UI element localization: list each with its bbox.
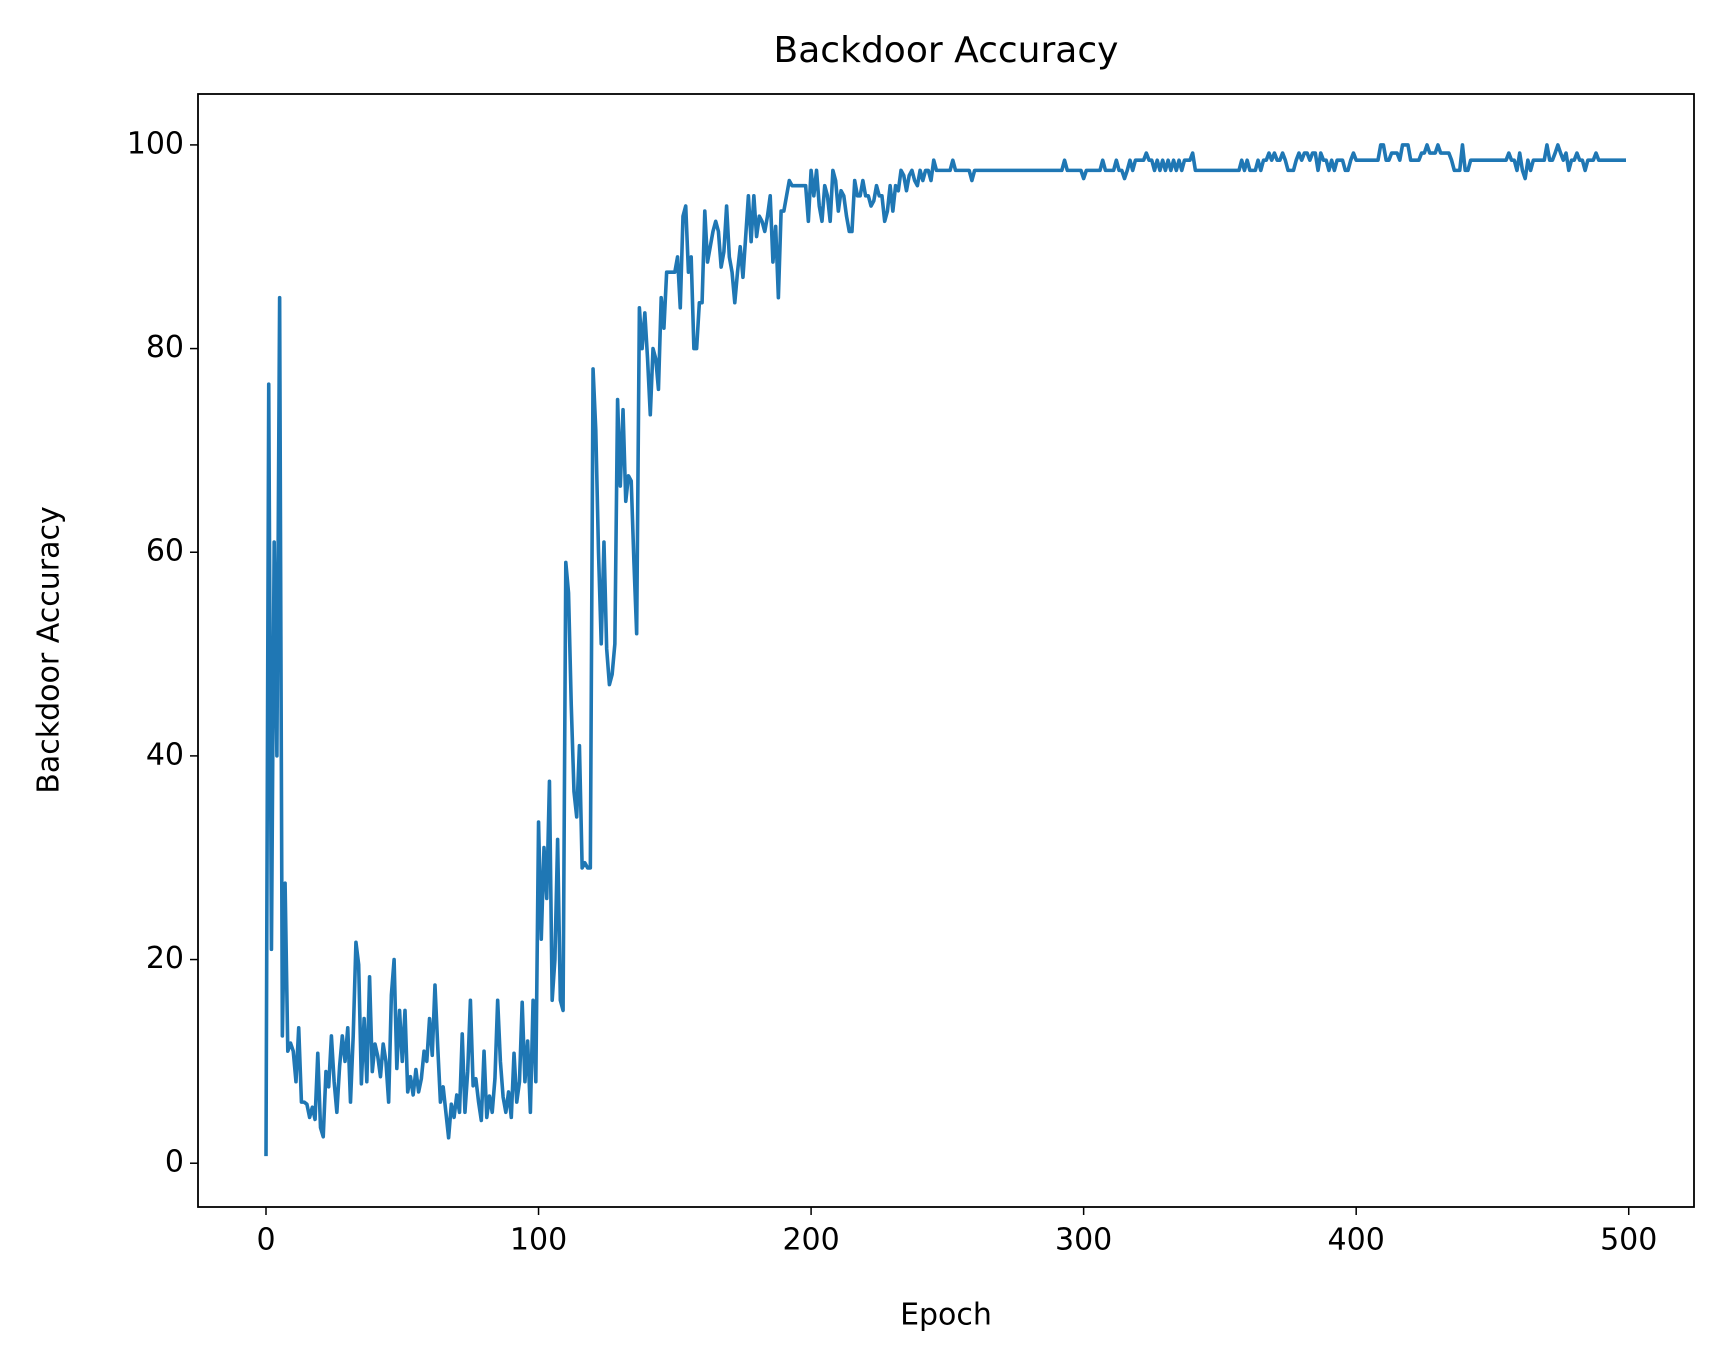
x-tick-label: 100 [510, 1223, 567, 1258]
x-tick-label: 0 [256, 1223, 275, 1258]
chart-title: Backdoor Accuracy [774, 30, 1119, 71]
x-tick-label: 400 [1328, 1223, 1385, 1258]
y-tick-label: 40 [146, 737, 184, 772]
y-tick-label: 0 [165, 1145, 184, 1180]
y-tick-label: 60 [146, 534, 184, 569]
x-tick-label: 300 [1055, 1223, 1112, 1258]
y-tick-label: 20 [146, 941, 184, 976]
y-tick-label: 80 [146, 330, 184, 365]
y-axis-label: Backdoor Accuracy [32, 506, 67, 793]
y-tick-label: 100 [127, 126, 184, 161]
plot-frame [197, 93, 1695, 1208]
x-tick-label: 200 [782, 1223, 839, 1258]
data-line [264, 143, 1626, 1157]
x-axis-label: Epoch [900, 1298, 992, 1333]
x-tick-label: 500 [1600, 1223, 1657, 1258]
